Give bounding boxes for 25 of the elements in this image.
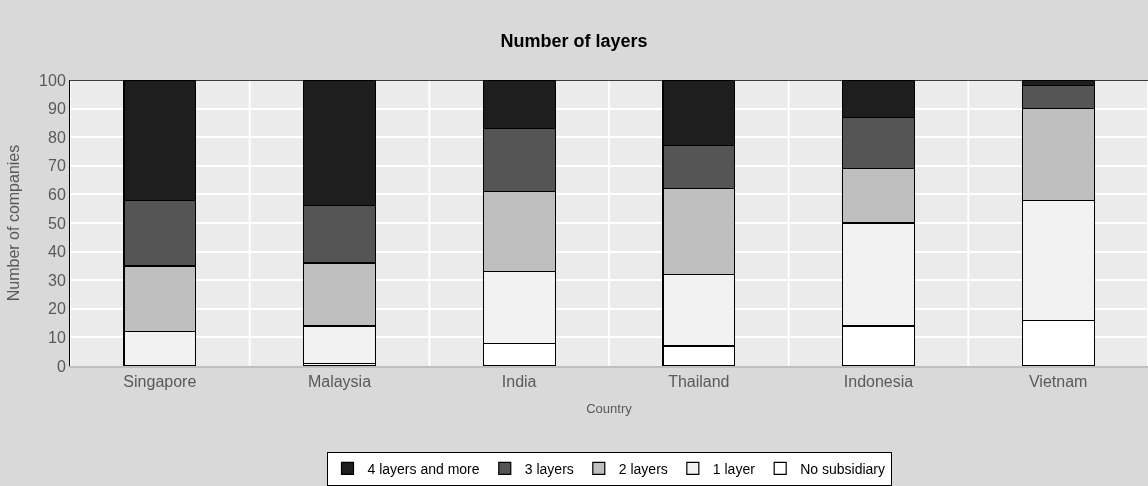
legend-label: 4 layers and more [367, 460, 480, 477]
x-tick-label: Malaysia [307, 373, 372, 391]
legend-label: No subsidiary [800, 460, 886, 477]
y-tick-label: 40 [48, 243, 66, 261]
y-tick-label: 80 [48, 128, 66, 146]
x-tick-label: India [501, 373, 537, 391]
x-tick-label: Thailand [668, 373, 730, 391]
y-tick-label: 70 [48, 157, 66, 175]
y-tick-label: 100 [39, 71, 66, 89]
x-axis-title: Country [586, 401, 633, 417]
y-tick-label: 30 [48, 271, 66, 289]
chart-title: Number of layers [500, 30, 648, 51]
y-tick-label: 10 [48, 329, 66, 346]
legend-label: 2 layers [618, 460, 668, 477]
x-tick-label: Indonesia [843, 373, 914, 391]
y-tick-label: 0 [56, 357, 66, 375]
y-tick-label: 20 [48, 300, 66, 318]
legend-label: 3 layers [524, 460, 574, 477]
x-tick-label: Singapore [123, 373, 197, 391]
x-tick-label: Vietnam [1028, 373, 1088, 391]
y-axis-title: Number of companies [5, 144, 22, 302]
legend-label: 1 layer [712, 460, 756, 477]
y-tick-label: 50 [48, 214, 66, 232]
y-tick-label: 60 [48, 186, 66, 203]
y-tick-label: 90 [48, 100, 66, 118]
